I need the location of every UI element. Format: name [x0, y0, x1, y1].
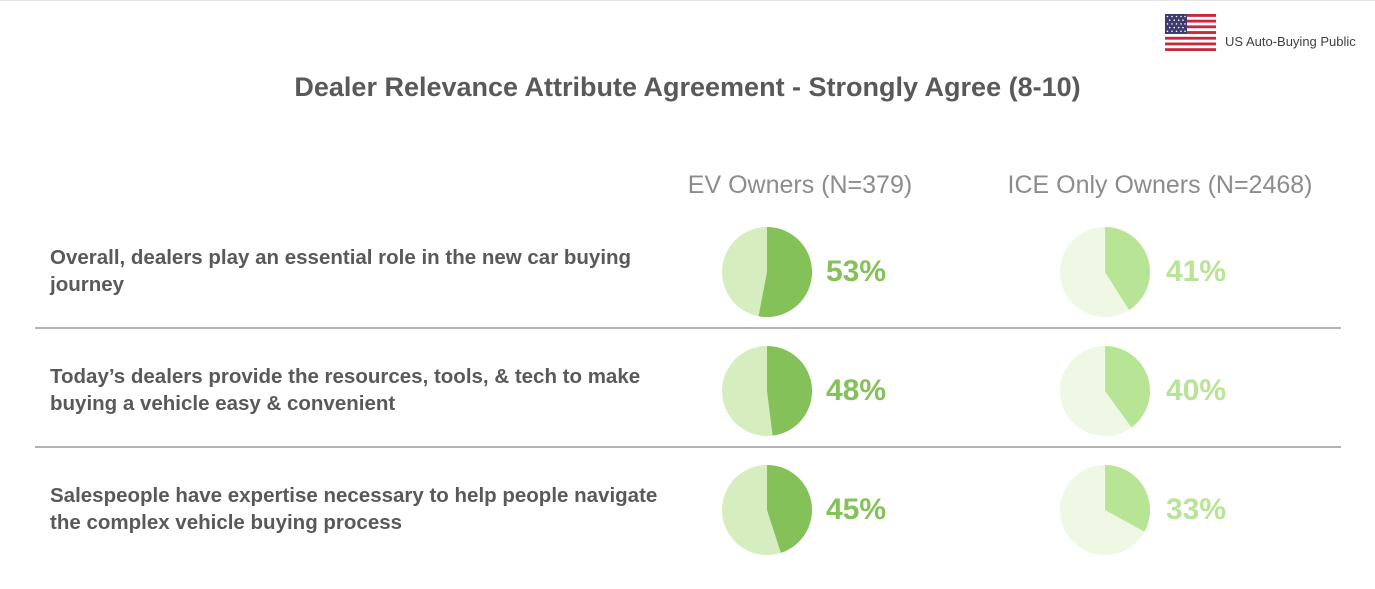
- row-divider-2: [35, 446, 1341, 448]
- chart-title: Dealer Relevance Attribute Agreement - S…: [294, 72, 1081, 102]
- ice-value-row-2: 40%: [1166, 374, 1227, 407]
- ice-value-row-1: 41%: [1166, 255, 1227, 288]
- statement-row-2: Today’s dealers provide the resources, t…: [50, 365, 641, 415]
- ev-value-row-3: 45%: [826, 493, 887, 526]
- pie-ice-row-2: [1060, 346, 1151, 436]
- statement-row-1: Overall, dealers play an essential role …: [50, 246, 632, 296]
- pie-ice-row-1-slice: [1105, 227, 1150, 310]
- ev-value-row-1: 53%: [826, 255, 887, 288]
- statement-row-3: Salespeople have expertise necessary to …: [50, 484, 658, 534]
- pie-ev-row-3-slice: [767, 465, 813, 553]
- ev-value-row-2: 48%: [826, 374, 887, 407]
- pie-ev-row-3: [722, 465, 813, 555]
- pie-ev-row-2-slice: [767, 345, 813, 436]
- ice-value-row-3: 33%: [1166, 493, 1227, 526]
- us-flag-icon: [1165, 14, 1216, 51]
- pie-ev-row-2: [722, 345, 813, 436]
- ev-column-header: EV Owners (N=379): [687, 171, 913, 199]
- pie-ice-row-3: [1060, 465, 1150, 555]
- ice-column-header: ICE Only Owners (N=2468): [1007, 171, 1313, 199]
- pie-ice-row-2-slice: [1105, 346, 1151, 428]
- pie-ev-row-1: [722, 227, 813, 317]
- pie-ice-row-1: [1060, 227, 1150, 317]
- pie-ev-row-1-slice: [758, 227, 813, 317]
- pie-ice-row-3-slice: [1105, 465, 1150, 532]
- audience-label: US Auto-Buying Public: [1225, 34, 1356, 49]
- row-divider-1: [35, 327, 1341, 329]
- top-rule: [0, 0, 1375, 1]
